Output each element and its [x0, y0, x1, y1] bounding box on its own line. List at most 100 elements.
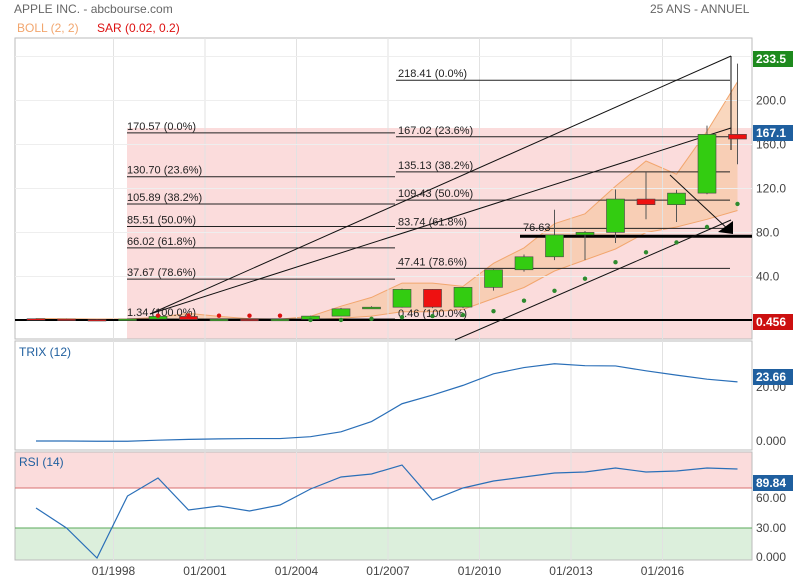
fib-level-label-right: 135.13 (38.2%) [398, 160, 473, 172]
legend-sar: SAR (0.02, 0.2) [97, 21, 180, 35]
sar-dot [430, 313, 435, 319]
sar-dot [308, 317, 313, 323]
bollinger-fill [36, 81, 738, 321]
sar-dot [155, 313, 161, 318]
fib-level-label-right: 47.41 (78.6%) [398, 256, 467, 268]
price-last-badge-bg [753, 125, 793, 141]
sar-dot [521, 298, 527, 303]
fib-level-label-left: 130.70 (23.6%) [127, 165, 202, 177]
candlesticks [26, 63, 747, 322]
sar-dot [552, 288, 557, 293]
trix-line [36, 363, 738, 442]
candle-body [545, 234, 564, 258]
trend-channel-middle [149, 127, 732, 315]
x-tick-label: 01/1998 [92, 564, 136, 578]
candle-body [270, 318, 290, 322]
x-tick-label: 01/2013 [549, 564, 593, 578]
candle-body [87, 319, 107, 322]
candle-body [392, 289, 412, 308]
trix-last-badge-bg [753, 369, 793, 385]
trend-arrowhead [718, 221, 733, 234]
x-tick-label: 01/2004 [275, 564, 319, 578]
sar-dot [247, 313, 252, 318]
axes: 40.080.0120.0160.0200.0240.020.000.00060… [92, 50, 793, 578]
fibonacci-levels: 170.57 (0.0%) 130.70 (23.6%) 105.89 (38.2%… [15, 68, 752, 322]
rsi-y-tick-label: 0.000 [756, 550, 786, 564]
x-tick-label: 01/2010 [458, 564, 502, 578]
price-low-badge: 0.456 [756, 315, 786, 329]
rsi-last-badge-bg [753, 475, 793, 491]
sar-dots [155, 201, 740, 323]
price-y-tick-label: 80.0 [756, 226, 780, 240]
fib-level-label-left: 37.67 (78.6%) [127, 267, 196, 279]
rsi-oversold-zone [15, 528, 752, 560]
sar-dot [338, 317, 344, 323]
sar-dot [491, 308, 496, 314]
x-tick-label: 01/2007 [366, 564, 410, 578]
candle-body [697, 134, 717, 194]
candle-body [636, 198, 656, 205]
candle-body [118, 318, 137, 321]
fib-level-label-right: 109.43 (50.0%) [398, 188, 473, 200]
price-high-badge: 233.5 [756, 52, 786, 66]
candle-body [514, 256, 534, 271]
rsi-title: RSI (14) [19, 455, 64, 469]
fib-level-label-left: 66.02 (61.8%) [127, 236, 196, 248]
price-y-tick-label: 200.0 [756, 94, 786, 108]
candle-body [728, 134, 747, 140]
sar-dot [613, 260, 618, 265]
trix-panel-frame [14, 340, 753, 451]
candle-body [57, 318, 76, 321]
sar-dot [643, 250, 649, 255]
candle-body [209, 318, 229, 322]
fib-level-label-right: 167.02 (23.6%) [398, 125, 473, 137]
sar-dot [460, 312, 466, 318]
candle-body [484, 269, 503, 288]
fib-level-label-left: 170.57 (0.0%) [127, 121, 196, 133]
candle-body [362, 306, 381, 310]
fib-level-label-left: 1.34 (100.0%) [127, 307, 196, 319]
candle-body [575, 232, 595, 236]
price-high-badge-bg [753, 51, 793, 67]
candle-body [453, 287, 473, 308]
grid-lines [15, 38, 752, 560]
sar-dot [399, 315, 405, 320]
sar-dot [674, 240, 679, 245]
sar-dot [704, 224, 710, 230]
rsi-y-tick-label: 30.00 [756, 521, 786, 535]
price-y-tick-label: 40.0 [756, 270, 780, 284]
price-last-badge: 167.1 [756, 126, 786, 140]
price-low-badge-bg [753, 314, 793, 330]
price-y-tick-label: 120.0 [756, 182, 786, 196]
candle-body [331, 308, 351, 317]
rsi-last-badge: 89.84 [756, 476, 786, 490]
chart-period: 25 ANS - ANNUEL [650, 2, 750, 16]
candle-body [423, 289, 442, 308]
x-tick-label: 01/2016 [641, 564, 685, 578]
candle-body [606, 198, 625, 233]
fib-level-label-right: 218.41 (0.0%) [398, 68, 467, 80]
fib-level-label-left: 85.51 (50.0%) [127, 214, 196, 226]
chart-title: APPLE INC. - abcbourse.com [14, 2, 173, 16]
sar-dot [369, 316, 374, 322]
trend-down-segment [669, 174, 732, 233]
sar-dot [186, 313, 191, 318]
rsi-panel: RSI (14) [19, 455, 738, 560]
sar-dot [582, 276, 588, 281]
candle-body [667, 192, 686, 205]
candle-body [26, 318, 46, 321]
candle-body [240, 318, 259, 322]
x-tick-label: 01/2001 [183, 564, 227, 578]
rsi-panel-frame [14, 451, 753, 561]
sar-dot [735, 201, 740, 207]
trix-last-badge: 23.66 [756, 370, 786, 384]
legend-boll: BOLL (2, 2) [17, 21, 79, 35]
trix-panel: TRIX (12) [19, 345, 738, 442]
trix-title: TRIX (12) [19, 345, 71, 359]
trend-channel-upper [149, 55, 732, 315]
rsi-line [35, 464, 738, 560]
fib-level-label-right: 83.74 (61.8%) [398, 216, 467, 228]
trix-y-tick-label: 0.000 [756, 434, 786, 448]
trend-channel-lower [454, 219, 732, 341]
